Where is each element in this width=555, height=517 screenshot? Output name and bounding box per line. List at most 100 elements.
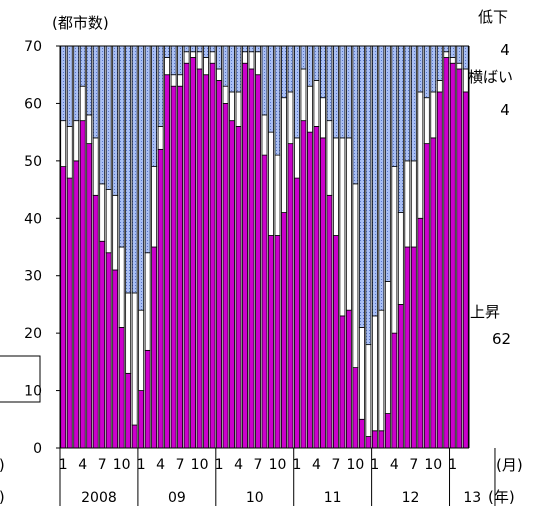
bar-fall [60, 45, 67, 122]
month-tick-label: 7 [254, 457, 263, 473]
bar-flat [118, 246, 125, 328]
bar-fall [345, 45, 352, 139]
bar-rise [287, 143, 294, 449]
year-label: 10 [246, 490, 264, 506]
bar-fall [170, 45, 177, 76]
bar-flat [436, 80, 443, 93]
bar-fall [183, 45, 190, 53]
bar-fall [196, 45, 203, 53]
bar-flat [281, 97, 287, 213]
bar-flat [99, 183, 106, 242]
bar-rise [423, 143, 430, 449]
bar-fall [235, 45, 242, 93]
bar-flat [404, 160, 411, 248]
x-year-label-left: (年) [0, 488, 5, 506]
bar-fall [319, 45, 326, 99]
bar-fall [138, 45, 145, 311]
bar-rise [339, 315, 346, 449]
bar-rise [307, 131, 313, 449]
bar-flat [183, 51, 190, 64]
bar-rise [417, 217, 424, 449]
bar-fall [99, 45, 106, 185]
bar-rise [235, 126, 242, 449]
bar-fall [281, 45, 287, 99]
month-tick-label: 4 [390, 457, 399, 473]
y-tick-label: 50 [24, 154, 42, 170]
bar-fall [462, 45, 469, 70]
bar-fall [157, 45, 164, 127]
bar-fall [436, 45, 443, 81]
bar-rise [462, 91, 469, 449]
month-tick-label: 10 [424, 457, 442, 473]
y-tick-label: 60 [24, 96, 42, 112]
bar-fall [216, 45, 222, 70]
bar-flat [430, 91, 437, 139]
bar-flat [391, 166, 398, 334]
end-label-flat-value: 4 [500, 101, 510, 119]
y-tick-label: 0 [33, 441, 42, 457]
bars-layer [60, 45, 469, 449]
bar-flat [300, 68, 307, 122]
end-label-flat-name: 横ばい [468, 68, 513, 86]
bar-rise [118, 326, 125, 449]
bar-fall [261, 45, 268, 116]
month-tick-label: 7 [176, 457, 185, 473]
month-tick-label: 4 [234, 457, 243, 473]
bar-rise [248, 68, 255, 449]
bar-fall [274, 45, 281, 156]
bar-flat [274, 154, 281, 236]
x-month-label: (月) [496, 456, 523, 474]
month-tick-label: 1 [370, 457, 379, 473]
bar-rise [92, 194, 99, 449]
bar-rise [410, 246, 417, 449]
bar-flat [105, 189, 112, 254]
bar-flat [449, 57, 456, 64]
bar-rise [138, 390, 145, 449]
bar-rise [144, 349, 151, 449]
bar-rise [365, 436, 372, 449]
year-label: 11 [324, 490, 342, 506]
bar-flat [332, 137, 339, 236]
bar-rise [216, 80, 222, 449]
bar-rise [332, 235, 339, 449]
bar-fall [105, 45, 112, 190]
bar-fall [287, 45, 294, 93]
bar-rise [131, 424, 138, 449]
bar-fall [151, 45, 158, 167]
y-axis-label: (都市数) [52, 14, 109, 32]
bar-flat [203, 57, 209, 76]
bar-flat [410, 160, 417, 248]
month-tick-label: 7 [331, 457, 340, 473]
bar-flat [358, 326, 365, 420]
y-tick-label: 20 [24, 326, 42, 342]
bar-rise [177, 85, 184, 449]
bar-fall [326, 45, 333, 122]
bar-flat [307, 85, 313, 133]
bar-rise [255, 74, 261, 449]
y-tick-label: 40 [24, 211, 42, 227]
bar-flat [235, 91, 242, 127]
bar-flat [352, 183, 359, 369]
bar-fall [222, 45, 229, 87]
bar-fall [404, 45, 411, 162]
bar-rise [151, 246, 158, 449]
bar-fall [268, 45, 274, 133]
bar-flat [73, 120, 80, 162]
bar-flat [313, 80, 320, 127]
bar-rise [242, 62, 248, 449]
bar-fall [79, 45, 86, 87]
bar-rise [449, 62, 456, 449]
y-tick-labels: 0 10 20 30 40 50 60 70 [24, 39, 42, 457]
month-tick-label: 1 [215, 457, 224, 473]
bar-rise [443, 57, 450, 449]
bar-flat [157, 126, 164, 150]
bar-flat [378, 309, 385, 432]
month-tick-label: 4 [312, 457, 321, 473]
bar-flat [66, 126, 73, 179]
bar-rise [378, 430, 385, 449]
bar-rise [294, 177, 300, 449]
bar-rise [326, 194, 333, 449]
y-tick-label: 10 [24, 384, 42, 400]
month-tick-label: 1 [137, 457, 146, 473]
